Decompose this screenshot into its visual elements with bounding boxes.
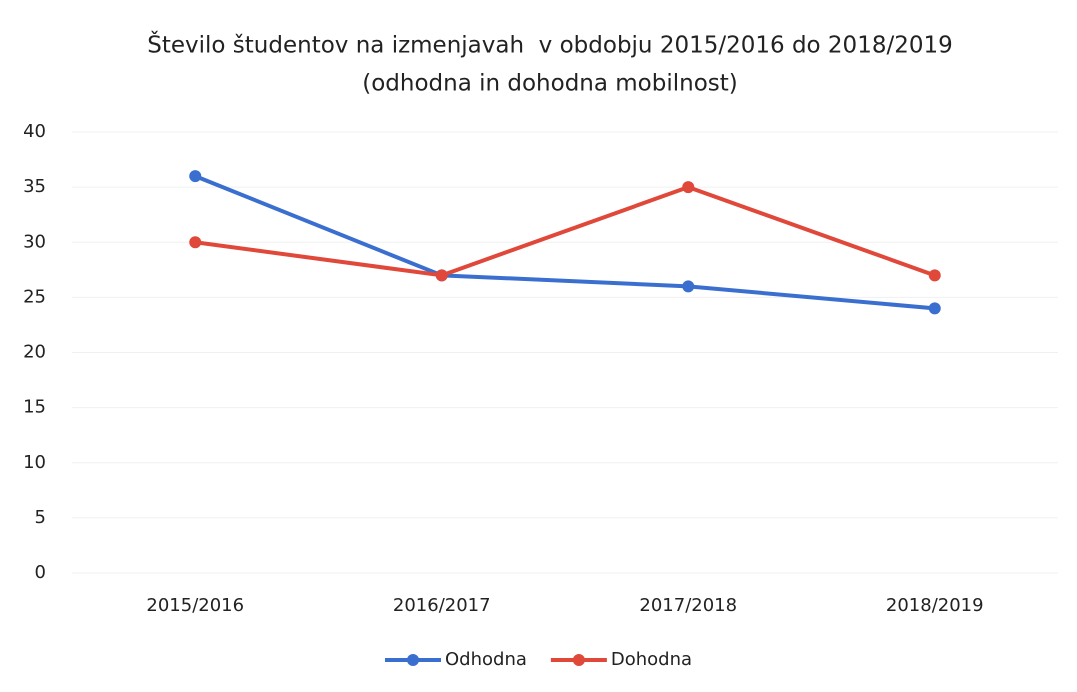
- y-tick-label: 35: [23, 176, 46, 197]
- y-tick-label: 5: [35, 507, 46, 528]
- data-point: [928, 269, 941, 282]
- legend-marker: [572, 654, 585, 666]
- chart-title: Število študentov na izmenjavah v obdobj…: [147, 31, 953, 59]
- x-tick-label: 2016/2017: [393, 595, 491, 616]
- y-tick-label: 40: [23, 121, 46, 142]
- data-point: [682, 181, 695, 194]
- chart-subtitle: (odhodna in dohodna mobilnost): [362, 71, 738, 97]
- data-point: [189, 170, 202, 183]
- legend-marker: [407, 654, 419, 666]
- series-line: [194, 174, 935, 311]
- x-tick-label: 2015/2016: [146, 595, 244, 616]
- y-tick-label: 10: [23, 452, 46, 473]
- data-point: [682, 280, 695, 293]
- series-line: [194, 185, 936, 278]
- legend-label: Odhodna: [445, 649, 527, 670]
- y-tick-label: 15: [23, 397, 46, 418]
- data-point: [435, 269, 448, 282]
- data-point: [189, 236, 202, 249]
- legend-label: Dohodna: [611, 649, 692, 670]
- x-tick-label: 2018/2019: [886, 595, 984, 616]
- data-point: [928, 302, 941, 315]
- x-tick-label: 2017/2018: [639, 595, 737, 616]
- y-tick-label: 30: [23, 231, 46, 252]
- y-tick-label: 25: [23, 286, 46, 307]
- y-tick-label: 0: [35, 562, 46, 583]
- y-tick-label: 20: [23, 342, 46, 363]
